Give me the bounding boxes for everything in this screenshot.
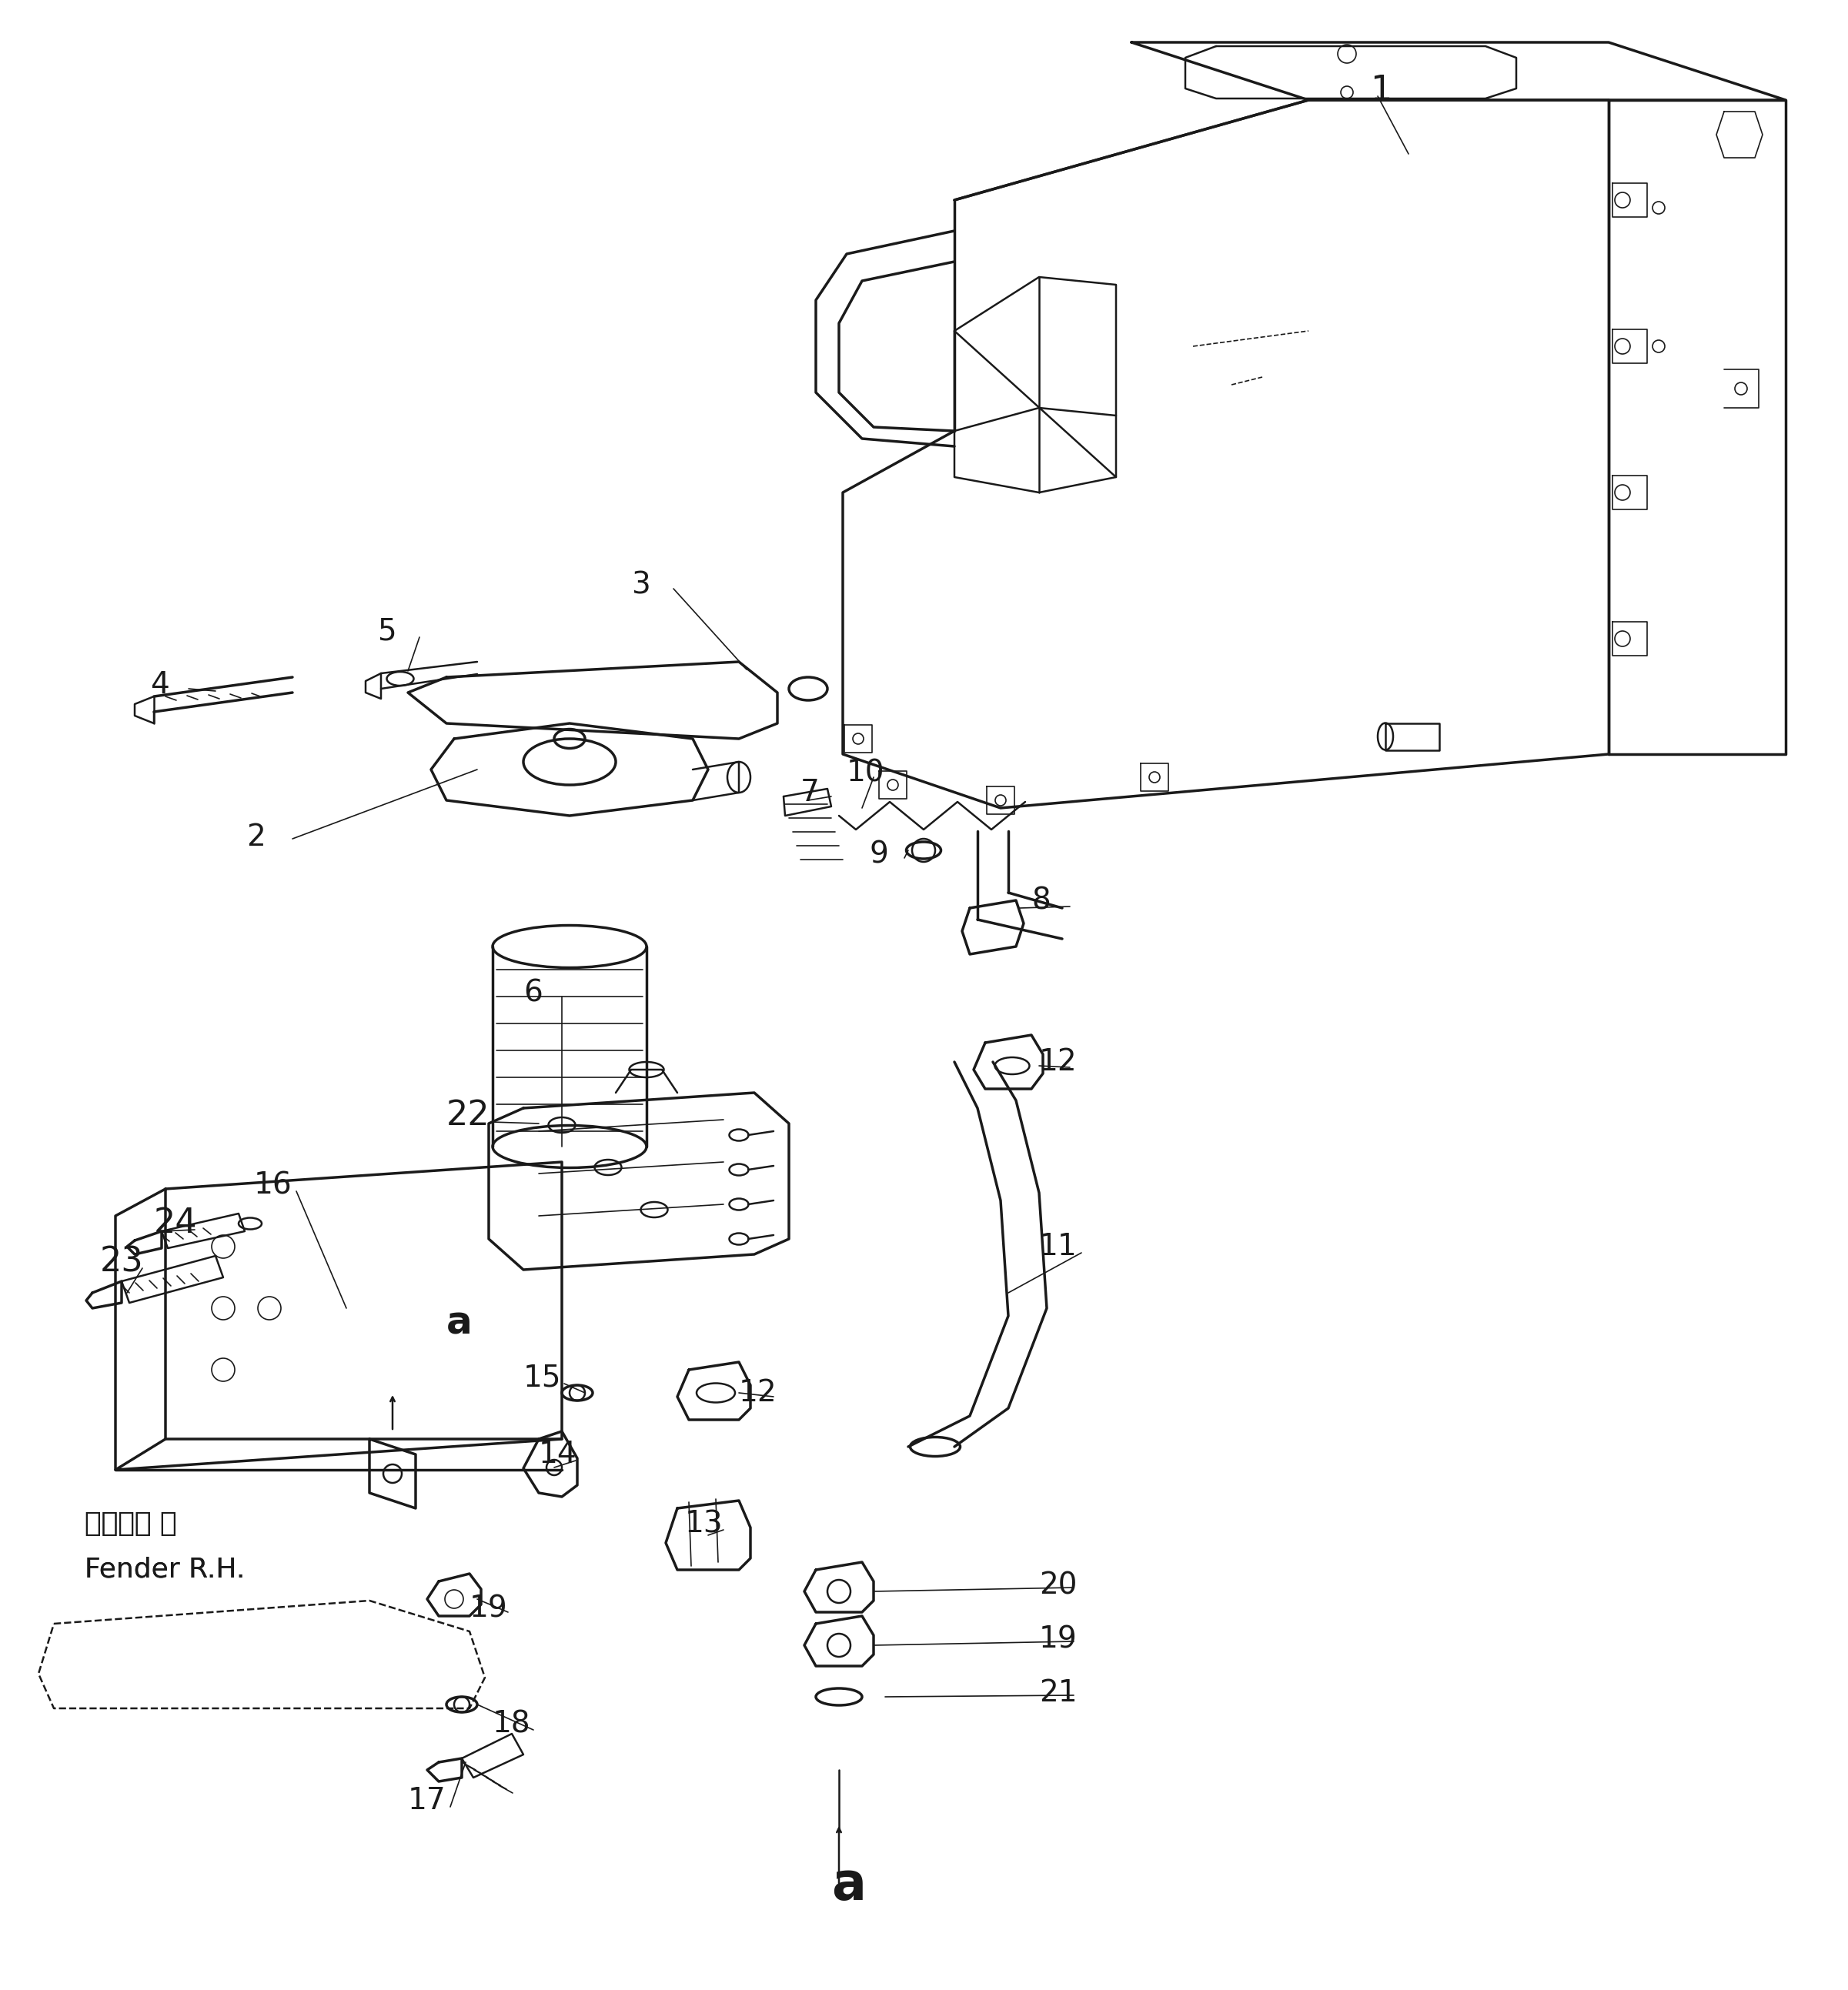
Text: 2: 2 [246, 822, 266, 852]
Text: 20: 20 [1039, 1570, 1077, 1600]
Text: 7: 7 [800, 778, 821, 808]
Text: 18: 18 [493, 1709, 530, 1739]
Text: 13: 13 [686, 1508, 723, 1538]
Text: 12: 12 [739, 1379, 778, 1407]
Text: 15: 15 [523, 1363, 562, 1393]
Text: Fender R.H.: Fender R.H. [85, 1556, 246, 1582]
Text: 4: 4 [150, 671, 170, 700]
Text: 19: 19 [1039, 1624, 1077, 1654]
Text: 5: 5 [377, 617, 395, 645]
Text: 19: 19 [469, 1594, 508, 1624]
Text: Fender R.H.: Fender R.H. [85, 1556, 246, 1582]
Text: 17: 17 [408, 1787, 445, 1815]
Text: 23: 23 [100, 1246, 144, 1278]
Text: 22: 22 [447, 1098, 490, 1132]
Text: a: a [447, 1305, 473, 1341]
Text: 21: 21 [1039, 1678, 1077, 1707]
Text: 6: 6 [523, 977, 543, 1007]
Text: 24: 24 [153, 1208, 198, 1240]
Text: 14: 14 [540, 1441, 577, 1469]
Text: 16: 16 [253, 1170, 292, 1200]
Text: 10: 10 [846, 758, 885, 788]
Text: 9: 9 [870, 840, 889, 870]
Text: 3: 3 [632, 571, 650, 599]
Text: 8: 8 [1031, 886, 1050, 915]
Text: フェンダ 右: フェンダ 右 [85, 1510, 177, 1536]
Text: 12: 12 [1039, 1047, 1077, 1077]
Text: 11: 11 [1039, 1232, 1077, 1262]
Text: 1: 1 [1369, 74, 1392, 107]
Text: フェンダ 右: フェンダ 右 [85, 1510, 177, 1536]
Text: a: a [832, 1861, 867, 1910]
